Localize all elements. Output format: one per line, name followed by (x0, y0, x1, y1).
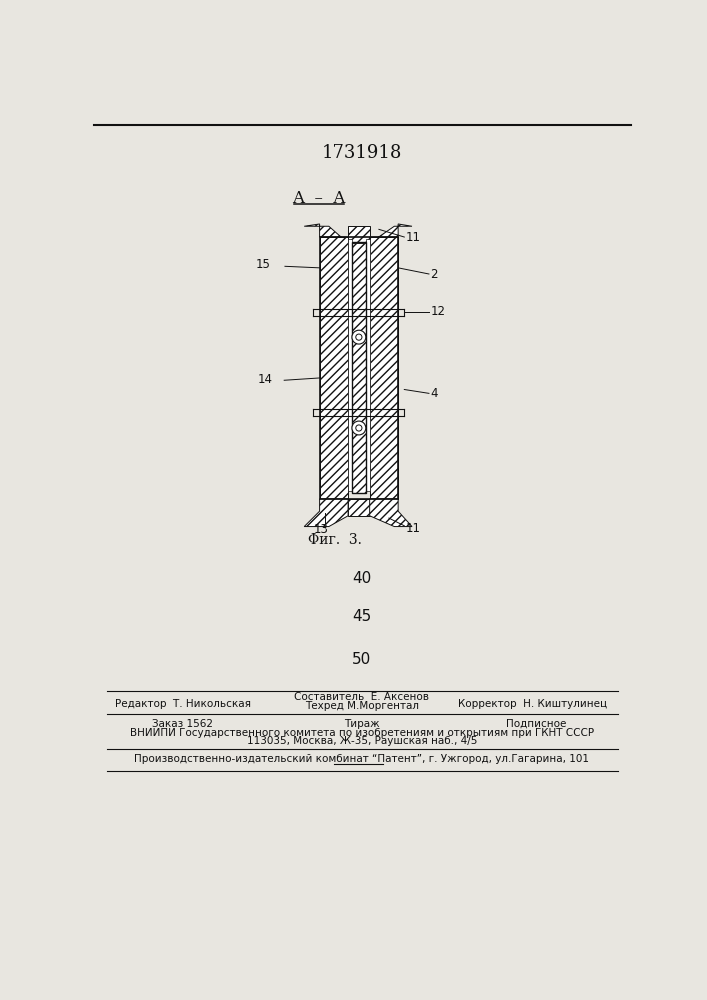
Circle shape (352, 330, 366, 344)
Text: ВНИИПИ Государственного комитета по изобретениям и открытиям при ГКНТ СССР: ВНИИПИ Государственного комитета по изоб… (130, 728, 594, 738)
Polygon shape (370, 224, 412, 243)
Text: Φиг.  3.: Φиг. 3. (308, 533, 362, 547)
Text: Заказ 1562: Заказ 1562 (152, 719, 213, 729)
Text: 1731918: 1731918 (322, 144, 402, 162)
Text: 11: 11 (406, 231, 421, 244)
Polygon shape (366, 239, 370, 491)
Text: Корректор  Н. Киштулинец: Корректор Н. Киштулинец (458, 699, 607, 709)
Text: 14: 14 (258, 373, 273, 386)
Text: 50: 50 (352, 652, 372, 666)
Text: Тираж: Тираж (344, 719, 380, 729)
Circle shape (352, 421, 366, 435)
Polygon shape (320, 237, 348, 499)
Text: Производственно-издательский комбинат “Патент”, г. Ужгород, ул.Гагарина, 101: Производственно-издательский комбинат “П… (134, 754, 590, 764)
Text: Подписное: Подписное (506, 719, 566, 729)
Text: Составитель  Е. Аксенов: Составитель Е. Аксенов (294, 692, 429, 702)
Text: 40: 40 (352, 571, 372, 586)
Polygon shape (348, 239, 352, 491)
Text: 12: 12 (431, 305, 445, 318)
Text: 2: 2 (431, 267, 438, 280)
Text: 13: 13 (313, 523, 328, 536)
Text: 45: 45 (352, 609, 372, 624)
Text: Техред М.Моргентал: Техред М.Моргентал (305, 701, 419, 711)
Polygon shape (304, 224, 348, 243)
Text: 113035, Москва, Ж-35, Раушская наб., 4/5: 113035, Москва, Ж-35, Раушская наб., 4/5 (247, 736, 477, 746)
Polygon shape (304, 499, 348, 527)
Text: 15: 15 (256, 258, 271, 271)
Polygon shape (370, 499, 412, 527)
Text: A  –  A: A – A (292, 190, 346, 207)
Polygon shape (348, 499, 370, 516)
Text: 11: 11 (406, 522, 421, 535)
Polygon shape (348, 226, 370, 243)
Text: 4: 4 (431, 387, 438, 400)
Polygon shape (352, 243, 366, 493)
Polygon shape (370, 237, 398, 499)
Text: Редактор  Т. Никольская: Редактор Т. Никольская (115, 699, 250, 709)
